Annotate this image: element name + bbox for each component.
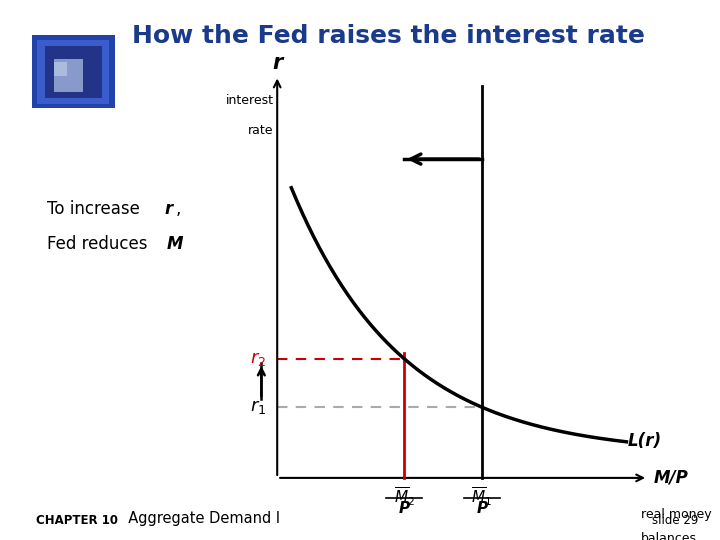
Text: CHAPTER 10: CHAPTER 10 — [36, 514, 118, 526]
Text: $\overline{M}_2$: $\overline{M}_2$ — [394, 486, 415, 509]
Text: real money: real money — [641, 508, 711, 521]
Text: P: P — [399, 501, 410, 516]
Text: L(r): L(r) — [628, 432, 662, 450]
Bar — [54, 62, 67, 76]
Bar — [32, 35, 115, 108]
Text: To increase: To increase — [47, 200, 145, 218]
Text: M/P: M/P — [654, 469, 688, 487]
Bar — [37, 40, 109, 104]
Text: $\overline{M}_1$: $\overline{M}_1$ — [472, 486, 492, 509]
Bar — [54, 59, 83, 92]
Text: rate: rate — [248, 124, 274, 137]
Text: P: P — [476, 501, 487, 516]
Bar — [45, 46, 102, 98]
Text: $r_2$: $r_2$ — [251, 350, 266, 368]
Text: slide 29: slide 29 — [652, 514, 698, 526]
Text: r: r — [164, 200, 172, 218]
Text: interest: interest — [225, 94, 274, 107]
Text: $r_1$: $r_1$ — [250, 398, 266, 416]
Text: M: M — [167, 235, 184, 253]
Text: How the Fed raises the interest rate: How the Fed raises the interest rate — [132, 24, 645, 48]
Text: balances: balances — [641, 532, 697, 540]
Text: r: r — [272, 53, 282, 73]
Text: Aggregate Demand I: Aggregate Demand I — [119, 511, 280, 526]
Text: Fed reduces: Fed reduces — [47, 235, 153, 253]
Text: ,: , — [176, 200, 181, 218]
